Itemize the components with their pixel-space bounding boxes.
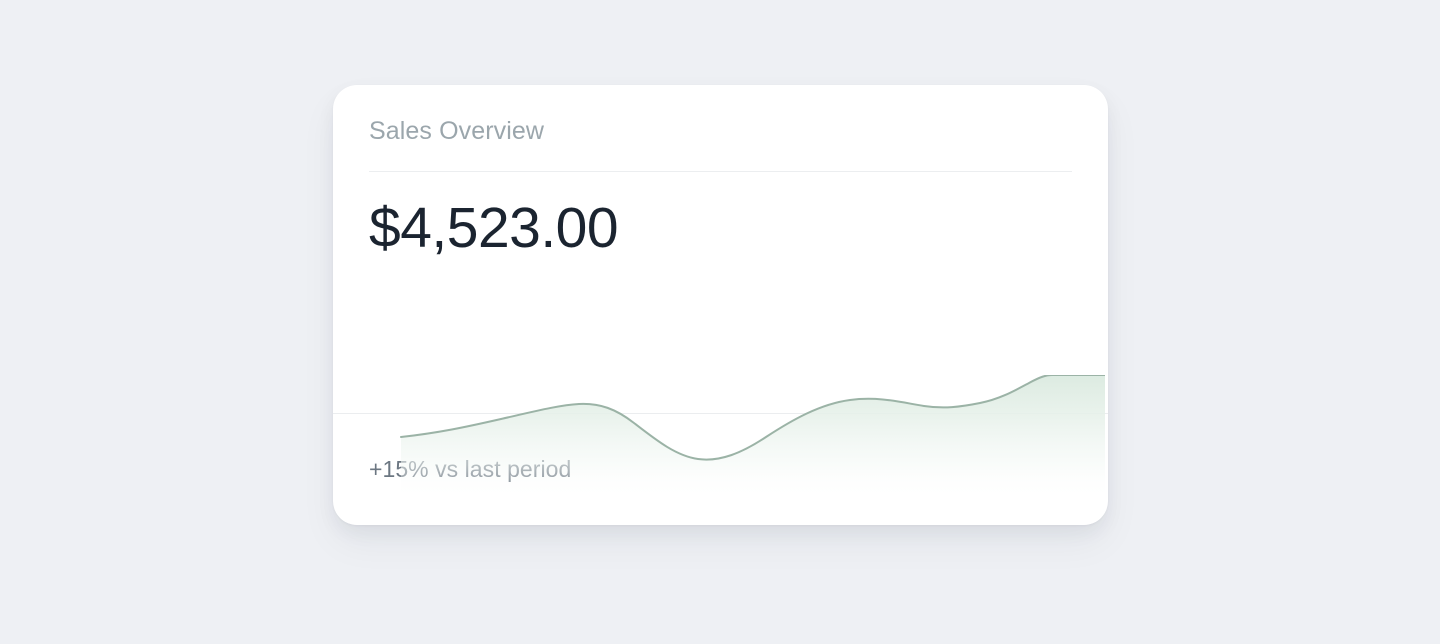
sparkline-area <box>401 374 1105 500</box>
sales-overview-card: Sales Overview $4,523.00 <box>333 85 1108 525</box>
metric-value: $4,523.00 <box>369 195 619 260</box>
header-divider <box>369 170 1072 172</box>
sparkline-svg <box>400 374 1105 500</box>
page-title: Sales Overview <box>369 117 545 145</box>
sparkline-line <box>400 374 1105 461</box>
sparkline-chart <box>368 374 1105 500</box>
card-body: $4,523.00 <box>333 172 1108 500</box>
card-header: Sales Overview <box>333 85 1108 146</box>
footer-divider <box>333 413 1108 414</box>
